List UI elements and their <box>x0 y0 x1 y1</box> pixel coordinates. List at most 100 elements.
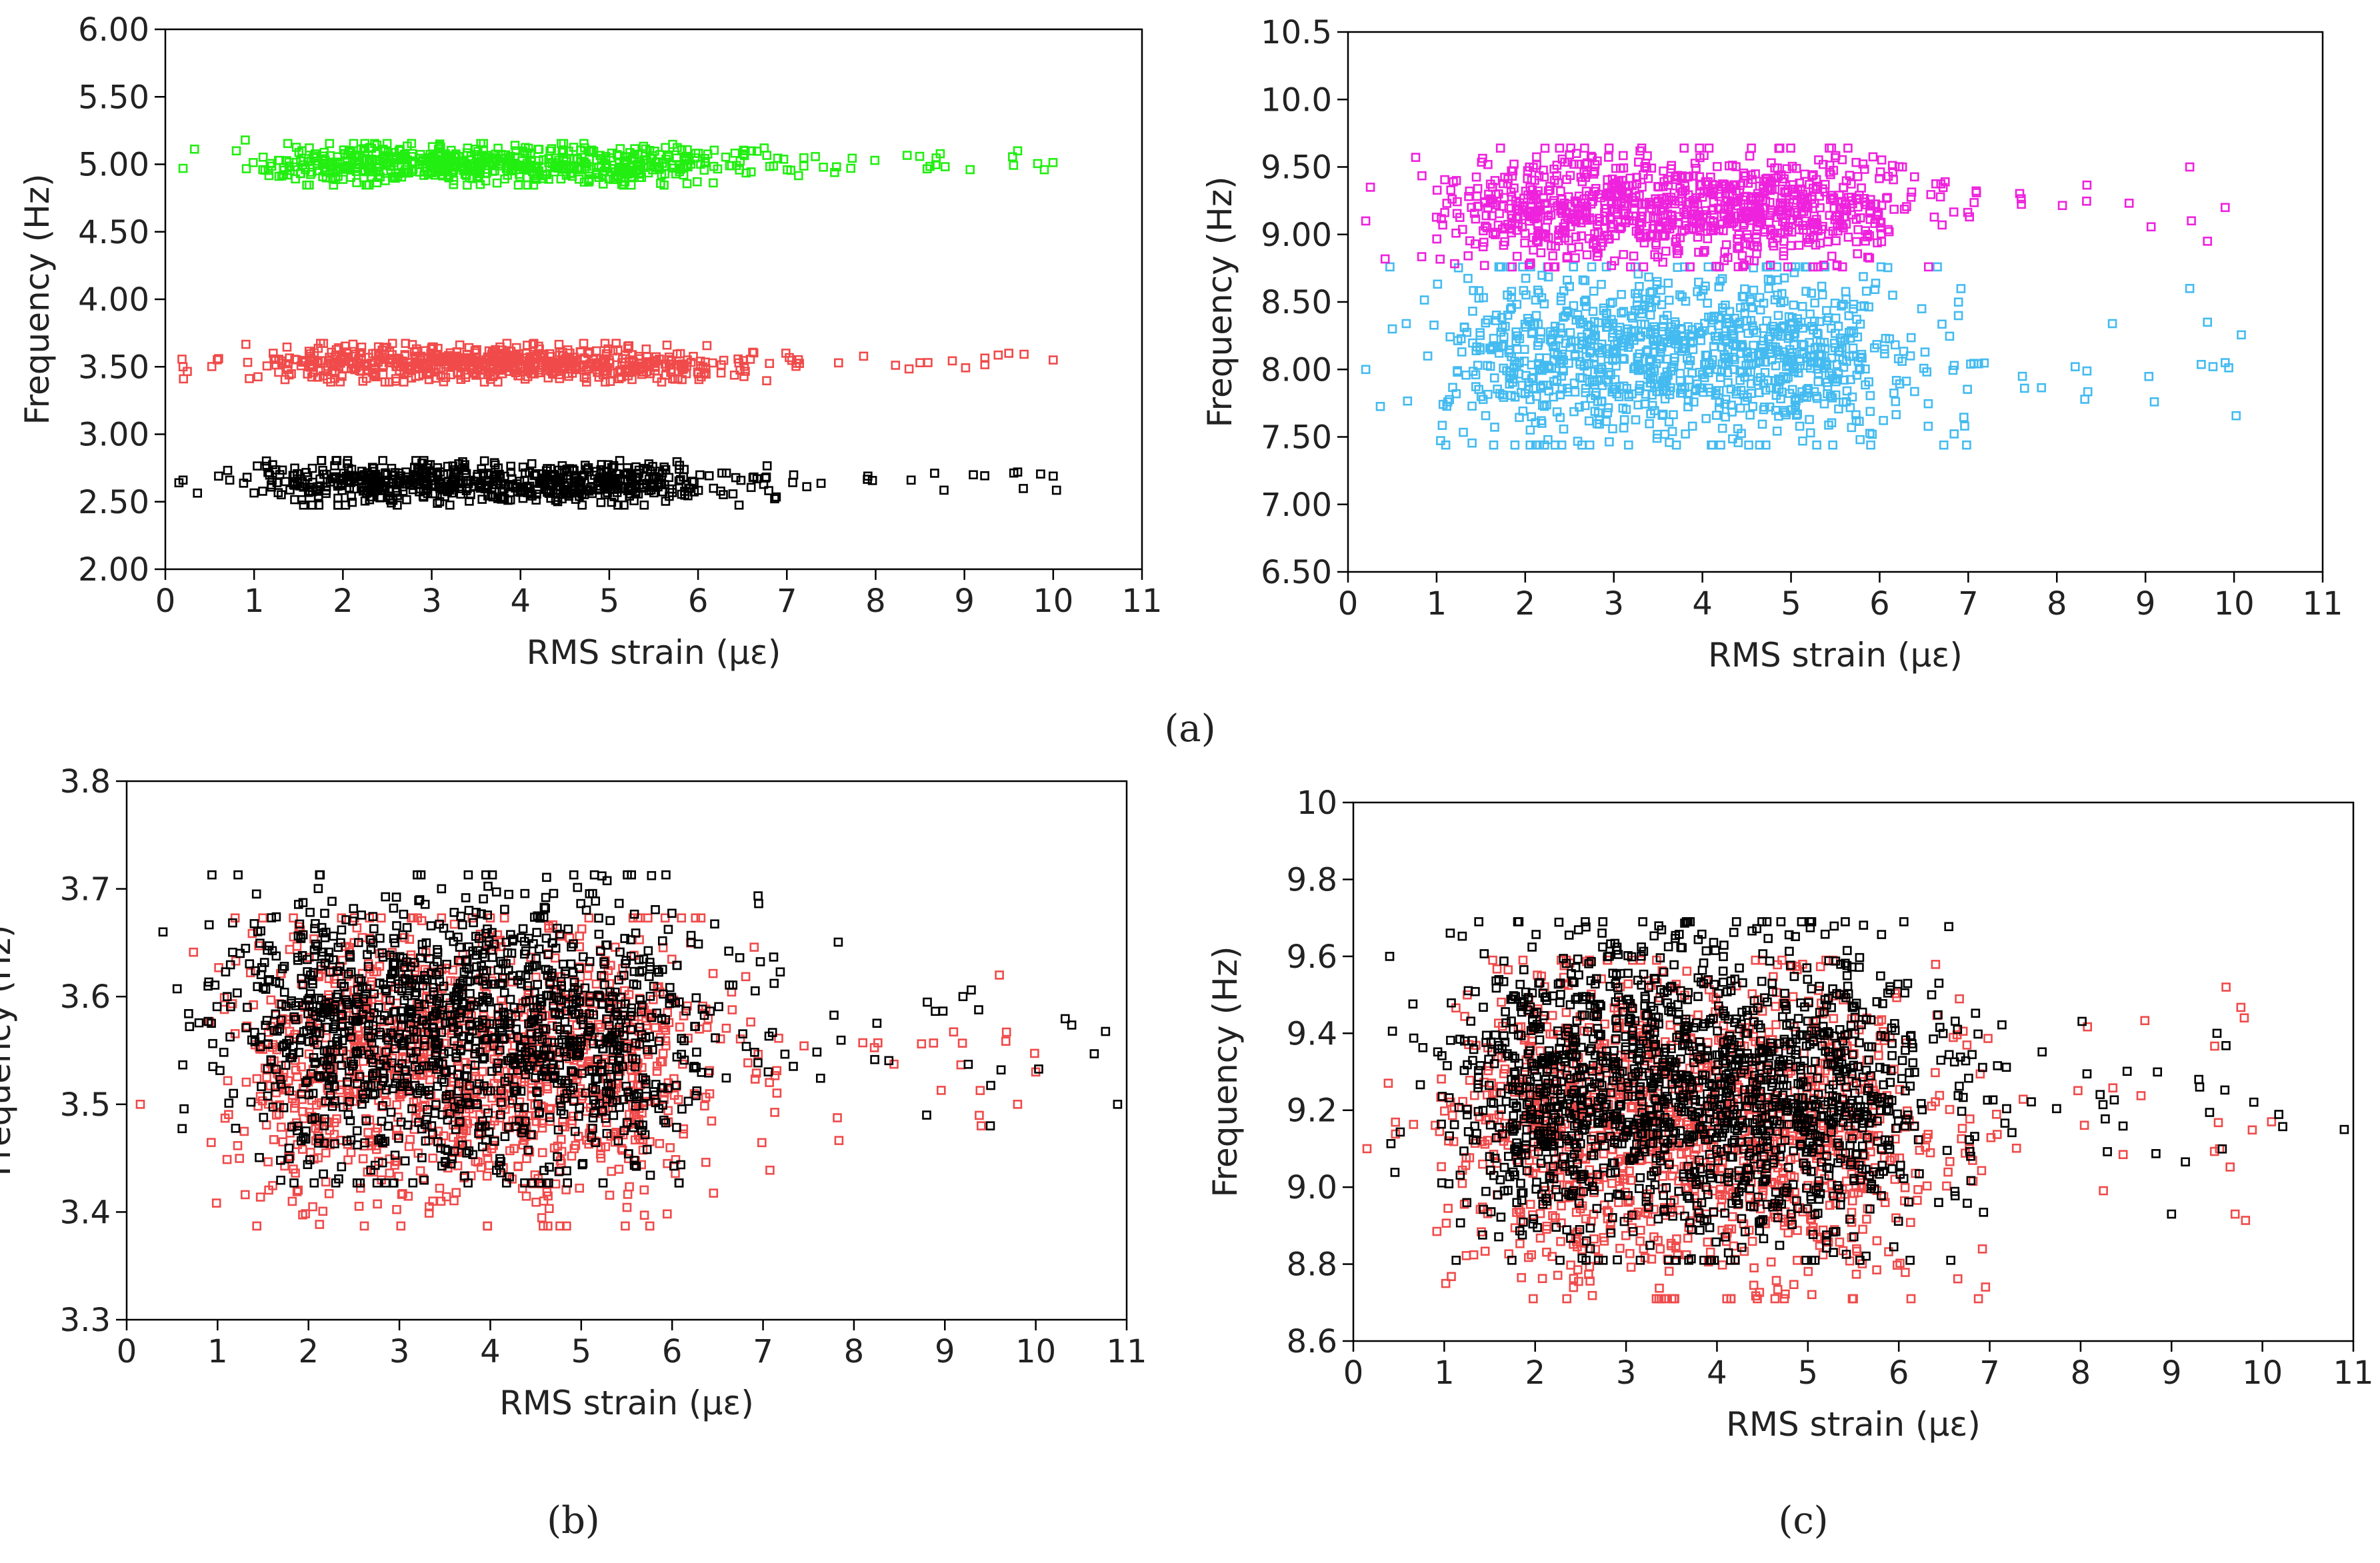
point <box>1953 311 1963 321</box>
point <box>1475 331 1485 341</box>
y-tick-label: 6.00 <box>78 11 149 49</box>
point <box>1510 440 1520 450</box>
point <box>2146 222 2156 232</box>
point <box>717 360 726 370</box>
point <box>1937 319 1947 329</box>
point <box>664 473 674 483</box>
point <box>262 461 271 471</box>
point <box>1049 355 1058 365</box>
point <box>473 469 483 479</box>
point <box>179 374 189 384</box>
point <box>292 941 302 951</box>
point <box>2144 371 2154 381</box>
point <box>1507 262 1517 272</box>
point <box>759 479 769 489</box>
point <box>1810 298 1819 308</box>
point <box>1717 423 1727 433</box>
point <box>789 470 799 480</box>
point <box>1814 155 1823 165</box>
point <box>661 497 671 506</box>
point <box>1489 333 1499 343</box>
x-tick-label: 7 <box>1958 585 1979 623</box>
point <box>401 467 411 477</box>
point <box>506 461 516 471</box>
point <box>749 472 759 482</box>
point <box>1645 310 1655 320</box>
point <box>2185 162 2195 172</box>
point <box>314 500 324 510</box>
point <box>695 470 705 480</box>
point <box>965 165 975 175</box>
point <box>863 471 873 481</box>
point <box>1419 295 1429 305</box>
point <box>1490 423 1499 432</box>
point <box>741 972 751 982</box>
x-tick-label: 10 <box>2214 585 2255 623</box>
point <box>1556 186 1565 196</box>
point <box>1540 143 1550 153</box>
point <box>930 469 939 478</box>
point <box>736 475 746 485</box>
point <box>1051 485 1061 495</box>
point <box>746 483 756 493</box>
point <box>2208 362 2218 371</box>
point <box>648 474 657 483</box>
point <box>652 373 662 383</box>
point <box>762 376 771 386</box>
y-tick-label: 7.50 <box>1261 419 1332 457</box>
point <box>383 491 393 501</box>
point <box>719 355 729 365</box>
point <box>1906 333 1916 343</box>
point <box>532 489 541 499</box>
point <box>511 343 521 353</box>
point <box>1764 284 1773 293</box>
point <box>1479 261 1489 271</box>
point <box>367 463 377 473</box>
point <box>433 499 442 508</box>
point <box>1048 158 1058 167</box>
point <box>667 488 677 497</box>
point <box>609 492 619 502</box>
point <box>1889 388 1899 398</box>
point <box>479 471 489 480</box>
point <box>2020 383 2029 393</box>
point <box>1532 152 1541 162</box>
point <box>2237 330 2246 340</box>
point <box>591 346 601 356</box>
point <box>728 489 738 499</box>
point <box>393 500 402 510</box>
point <box>1891 410 1901 419</box>
point <box>1629 251 1639 261</box>
point <box>290 479 300 489</box>
point <box>1828 440 1837 450</box>
point <box>731 473 741 483</box>
point <box>577 500 587 510</box>
point <box>1848 343 1858 353</box>
point <box>554 339 564 349</box>
chart-a-right: 0 1 2 3 4 5 6 7 8 9 10 116.507.007.508.008.509.009.… <box>1201 14 2343 675</box>
point <box>178 475 188 485</box>
point <box>1865 407 1875 417</box>
point <box>1959 413 1969 422</box>
point <box>493 463 503 473</box>
point <box>348 339 358 349</box>
point <box>321 489 331 499</box>
point <box>488 492 498 502</box>
point <box>345 483 355 493</box>
point <box>241 135 250 145</box>
series-mode-2 <box>177 339 1058 387</box>
point <box>2203 237 2212 246</box>
point <box>564 371 573 381</box>
point <box>802 482 811 492</box>
point <box>587 475 597 484</box>
point <box>1589 286 1599 296</box>
point <box>1495 143 1505 153</box>
point <box>675 1022 685 1032</box>
point <box>1800 169 1809 179</box>
point <box>189 145 199 154</box>
point <box>479 377 489 387</box>
point <box>265 470 275 480</box>
point <box>435 1183 445 1193</box>
point <box>1432 234 1441 244</box>
